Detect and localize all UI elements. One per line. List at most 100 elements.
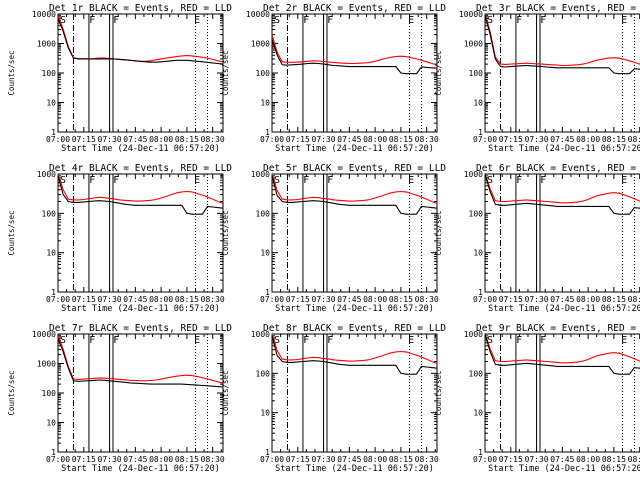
x-tick-label: 07:15 [72,295,96,304]
y-tick-label: 1 [51,288,56,297]
y-tick-label: 1000 [37,360,56,369]
y-tick-label: 100 [469,209,484,218]
y-tick-label: 1000 [464,330,483,339]
x-tick-label: 07:45 [123,135,147,144]
chart-panel-3: Det 3r BLACK = Events, RED = LLD 1 10 100 10… [434,3,640,154]
y-axis-label: Counts/sec [221,50,230,95]
event-marker-s: S [274,175,280,186]
event-marker-f: F [327,15,333,26]
y-tick-label: 10 [46,99,56,108]
x-tick-label: 08:15 [175,455,199,464]
x-tick-label: 07:45 [123,295,147,304]
event-marker-e: E [194,175,200,186]
event-marker-f: F [89,335,95,346]
event-marker-f: F [516,335,522,346]
x-tick-label: 08:30 [201,135,225,144]
x-tick-label: 08:30 [201,295,225,304]
x-tick-label: 07:30 [312,295,336,304]
x-axis-label: Start Time (24-Dec-11 06:57:20) [61,464,220,474]
x-tick-label: 07:15 [286,135,310,144]
event-marker-f: F [540,15,546,26]
y-axis-label: Counts/sec [434,370,443,415]
x-tick-label: 07:00 [260,295,284,304]
x-axis-label: Start Time (24-Dec-11 06:57:20) [61,144,220,154]
y-tick-label: 10000 [246,10,270,19]
x-tick-label: 07:00 [46,135,70,144]
event-marker-e: E [408,335,414,346]
series-line-lld [271,34,438,66]
x-tick-label: 08:00 [149,455,173,464]
x-tick-label: 07:00 [260,455,284,464]
event-marker-s: S [60,175,66,186]
series-line-lld [484,333,640,364]
x-tick-label: 07:00 [473,295,497,304]
chart-panel-1: Det 1r BLACK = Events, RED = LLD 1 10 100 10… [7,3,232,154]
x-tick-label: 07:30 [525,455,549,464]
series-line-lld [57,173,224,204]
x-tick-label: 07:45 [337,295,361,304]
event-marker-f: F [89,15,95,26]
y-tick-label: 100 [256,369,271,378]
plot-frame [484,173,640,293]
x-axis-label: Start Time (24-Dec-11 06:57:20) [275,144,434,154]
chart-title: Det 4r BLACK = Events, RED = LLD [49,163,232,174]
event-marker-e: E [408,15,414,26]
plot-frame [57,173,224,293]
chart-panel-9: Det 9r BLACK = Events, RED = LLD 1 10 100 10… [434,323,640,474]
x-tick-label: 07:45 [123,455,147,464]
plot-frame [271,333,438,453]
event-marker-f: F [303,175,309,186]
x-tick-label: 07:30 [525,135,549,144]
series-line-events [271,335,438,375]
y-tick-label: 1 [51,128,56,137]
y-tick-label: 1000 [464,40,483,49]
chart-panel-7: Det 7r BLACK = Events, RED = LLD 1 10 100 10… [7,323,232,474]
plot-frame [484,333,640,453]
event-marker-f: F [303,335,309,346]
y-axis-label: Counts/sec [7,50,16,95]
x-tick-label: 08:00 [149,135,173,144]
x-tick-label: 07:30 [312,455,336,464]
y-tick-label: 100 [42,389,57,398]
x-tick-label: 07:00 [46,455,70,464]
series-line-lld [57,335,224,384]
y-tick-label: 10 [46,249,56,258]
y-tick-label: 1000 [464,170,483,179]
chart-title: Det 9r BLACK = Events, RED = LLD [476,323,640,334]
x-tick-label: 07:00 [473,455,497,464]
x-tick-label: 08:00 [363,295,387,304]
x-tick-label: 07:00 [46,295,70,304]
series-line-events [57,338,224,388]
series-line-events [271,175,438,215]
event-marker-e: E [621,335,627,346]
series-line-lld [484,173,640,204]
chart-panel-5: Det 5r BLACK = Events, RED = LLD 1 10 100 10… [221,163,446,314]
x-tick-label: 07:30 [98,295,122,304]
x-tick-label: 07:45 [550,455,574,464]
plot-frame [271,13,438,133]
y-tick-label: 10 [46,419,56,428]
y-tick-label: 10 [473,409,483,418]
chart-panel-6: Det 6r BLACK = Events, RED = LLD 1 10 100 10… [434,163,640,314]
series-line-events [57,18,224,65]
x-tick-label: 07:15 [499,135,523,144]
y-tick-label: 10 [260,99,270,108]
event-marker-s: S [487,335,493,346]
x-tick-label: 07:45 [550,295,574,304]
event-marker-f: F [303,15,309,26]
y-tick-label: 100 [256,69,271,78]
series-line-lld [271,333,438,364]
y-tick-label: 100 [256,209,271,218]
y-tick-label: 1 [265,448,270,457]
event-marker-e: E [194,335,200,346]
x-tick-label: 08:15 [389,295,413,304]
chart-title: Det 2r BLACK = Events, RED = LLD [263,3,446,14]
x-tick-label: 08:30 [628,135,640,144]
x-tick-label: 07:30 [525,295,549,304]
event-marker-s: S [274,15,280,26]
series-line-lld [271,173,438,204]
x-tick-label: 08:30 [415,455,439,464]
y-axis-label: Counts/sec [434,210,443,255]
y-tick-label: 100 [42,69,57,78]
